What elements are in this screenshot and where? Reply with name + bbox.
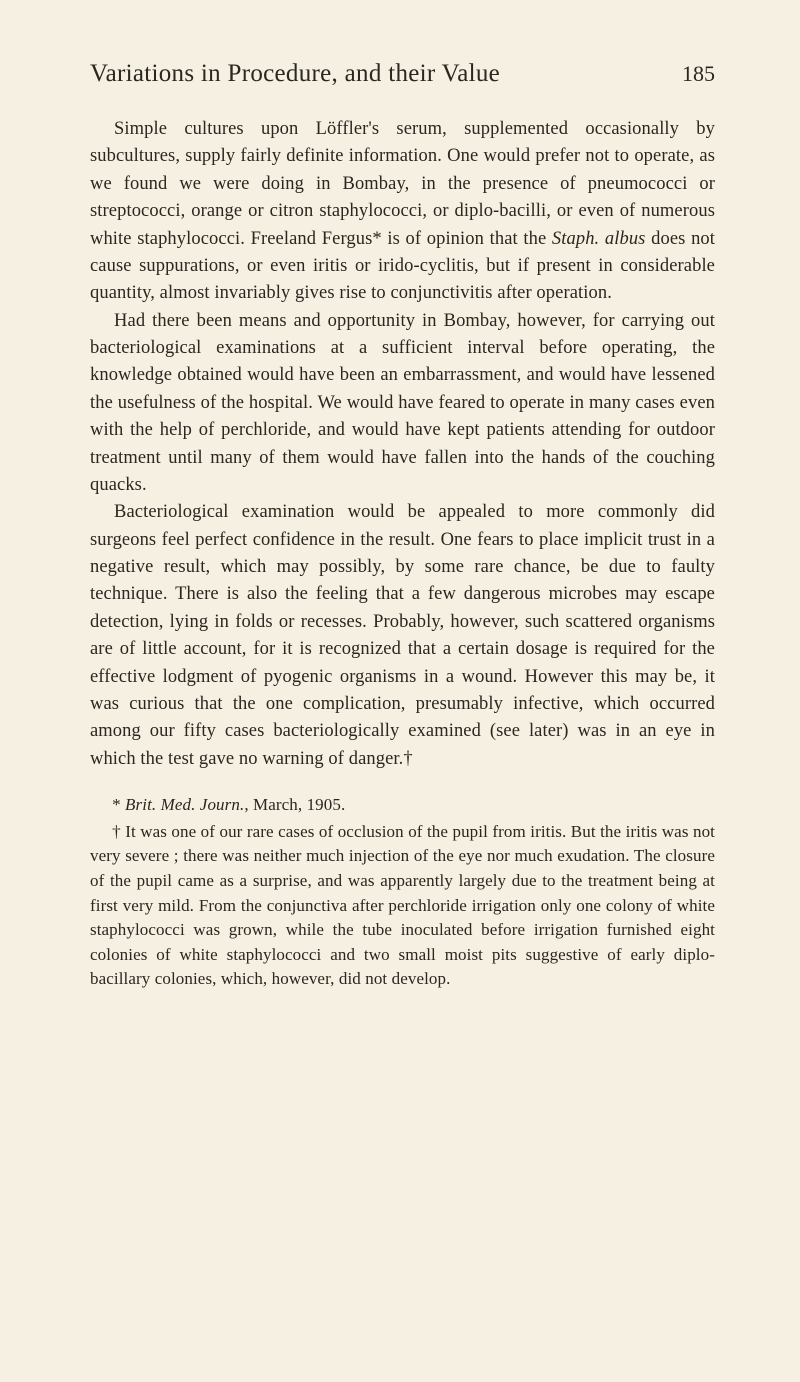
page-number: 185 bbox=[682, 61, 715, 87]
running-title: Variations in Procedure, and their Value bbox=[90, 60, 500, 88]
footnote-1-italic: Brit. Med. Journ. bbox=[125, 795, 244, 814]
paragraph-3: Bacteriological examination would be app… bbox=[90, 499, 715, 773]
footnotes: * Brit. Med. Journ., March, 1905. † It w… bbox=[90, 793, 715, 992]
body-text: Simple cultures upon Löffler's serum, su… bbox=[90, 116, 715, 773]
footnote-1-rest: , March, 1905. bbox=[244, 795, 345, 814]
footnote-1: * Brit. Med. Journ., March, 1905. bbox=[90, 793, 715, 818]
paragraph-1-italic: Staph. albus bbox=[552, 229, 646, 249]
paragraph-1: Simple cultures upon Löffler's serum, su… bbox=[90, 116, 715, 308]
paragraph-2: Had there been means and opportunity in … bbox=[90, 308, 715, 500]
footnote-2: † It was one of our rare cases of occlus… bbox=[90, 820, 715, 992]
page-header: Variations in Procedure, and their Value… bbox=[90, 60, 715, 88]
footnote-1-marker: * bbox=[112, 795, 125, 814]
